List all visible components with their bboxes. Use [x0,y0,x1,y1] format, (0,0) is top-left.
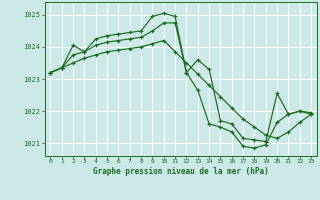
X-axis label: Graphe pression niveau de la mer (hPa): Graphe pression niveau de la mer (hPa) [93,167,269,176]
